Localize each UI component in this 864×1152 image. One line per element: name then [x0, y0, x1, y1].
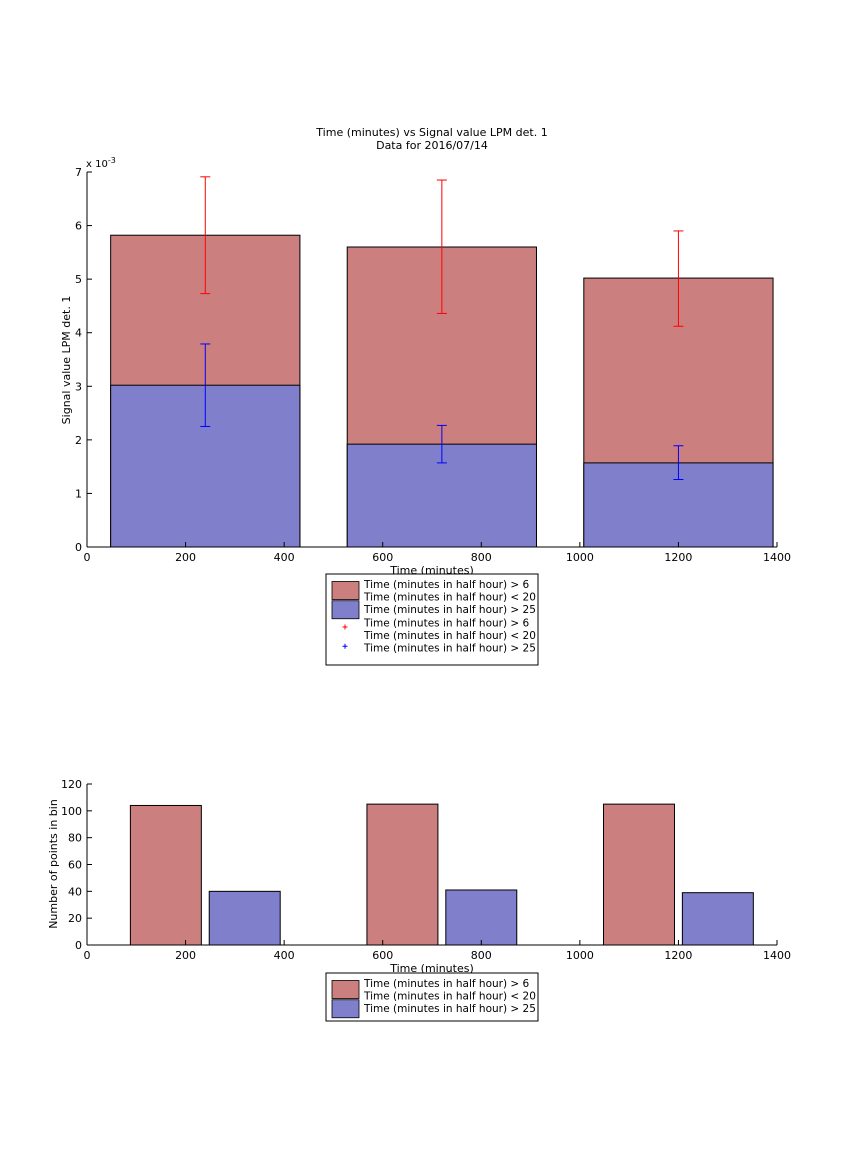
y-tick-label: 0 [75, 541, 82, 554]
y-tick-label: 0 [75, 939, 82, 952]
legend-label: Time (minutes in half hour) < 20 [363, 592, 536, 604]
y-tick-label: 20 [68, 912, 82, 925]
x-axis-label: Time (minutes) [389, 962, 474, 975]
x-tick-label: 800 [471, 949, 492, 962]
y-exponent-base: x 10 [86, 159, 108, 170]
y-tick-label: 1 [75, 487, 82, 500]
x-tick-label: 1200 [664, 551, 692, 564]
x-tick-label: 1000 [566, 949, 594, 962]
legend-swatch [331, 600, 360, 620]
x-tick-label: 1000 [566, 551, 594, 564]
legend-label: Time (minutes in half hour) > 25 [363, 1003, 536, 1015]
y-tick-label: 2 [75, 434, 82, 447]
x-tick-label: 1400 [763, 949, 791, 962]
bar [681, 892, 754, 946]
x-tick-label: 600 [372, 949, 393, 962]
x-tick-label: 0 [84, 949, 91, 962]
bar [366, 803, 439, 946]
chart-title: Time (minutes) vs Signal value LPM det. … [315, 126, 547, 139]
legend-box [325, 972, 539, 1022]
y-axis-label: Signal value LPM det. 1 [60, 296, 73, 425]
legend-label: Time (minutes in half hour) > 6 [363, 579, 530, 591]
y-tick-label: 100 [61, 805, 82, 818]
legend-label: Time (minutes in half hour) > 6 [363, 618, 530, 630]
legend-swatch [331, 999, 360, 1019]
y-tick-label: 3 [75, 380, 82, 393]
y-tick-label: 60 [68, 859, 82, 872]
signal-chart: Time (minutes) vs Signal value LPM det. … [60, 126, 791, 666]
x-tick-label: 1400 [763, 551, 791, 564]
y-axis-label: Number of points in bin [47, 799, 60, 929]
legend-swatch [331, 581, 360, 600]
x-tick-label: 0 [84, 551, 91, 564]
legend-label: Time (minutes in half hour) > 25 [363, 604, 536, 616]
bar [208, 890, 281, 946]
y-tick-label: 7 [75, 166, 82, 179]
chart-subtitle: Data for 2016/07/14 [376, 139, 488, 152]
legend-label: Time (minutes in half hour) > 25 [363, 643, 536, 655]
legend-label: Time (minutes in half hour) < 20 [363, 630, 536, 642]
y-tick-label: 40 [68, 885, 82, 898]
bar [603, 803, 675, 946]
legend-label: Time (minutes in half hour) > 6 [363, 978, 530, 990]
x-tick-label: 200 [175, 949, 196, 962]
x-tick-label: 400 [274, 949, 295, 962]
x-tick-label: 200 [175, 551, 196, 564]
y-tick-label: 80 [68, 832, 82, 845]
x-tick-label: 800 [471, 551, 492, 564]
legend-swatch [331, 980, 360, 999]
y-tick-label: 5 [75, 273, 82, 286]
x-tick-label: 1200 [664, 949, 692, 962]
legend-box [325, 573, 539, 666]
bar [445, 889, 518, 946]
y-exponent-label: x 10-3 [86, 156, 116, 170]
legend-label: Time (minutes in half hour) < 20 [363, 991, 536, 1003]
y-exponent-power: -3 [108, 156, 116, 165]
count-chart: 0 200 400 600 800 1000 1200 1400 0 20 40 60 80 100 120… [47, 778, 791, 1022]
bar [129, 804, 202, 946]
x-tick-label: 400 [274, 551, 295, 564]
y-tick-label: 4 [75, 327, 82, 340]
x-tick-label: 600 [372, 551, 393, 564]
y-tick-label: 6 [75, 220, 82, 233]
y-tick-label: 120 [61, 778, 82, 791]
